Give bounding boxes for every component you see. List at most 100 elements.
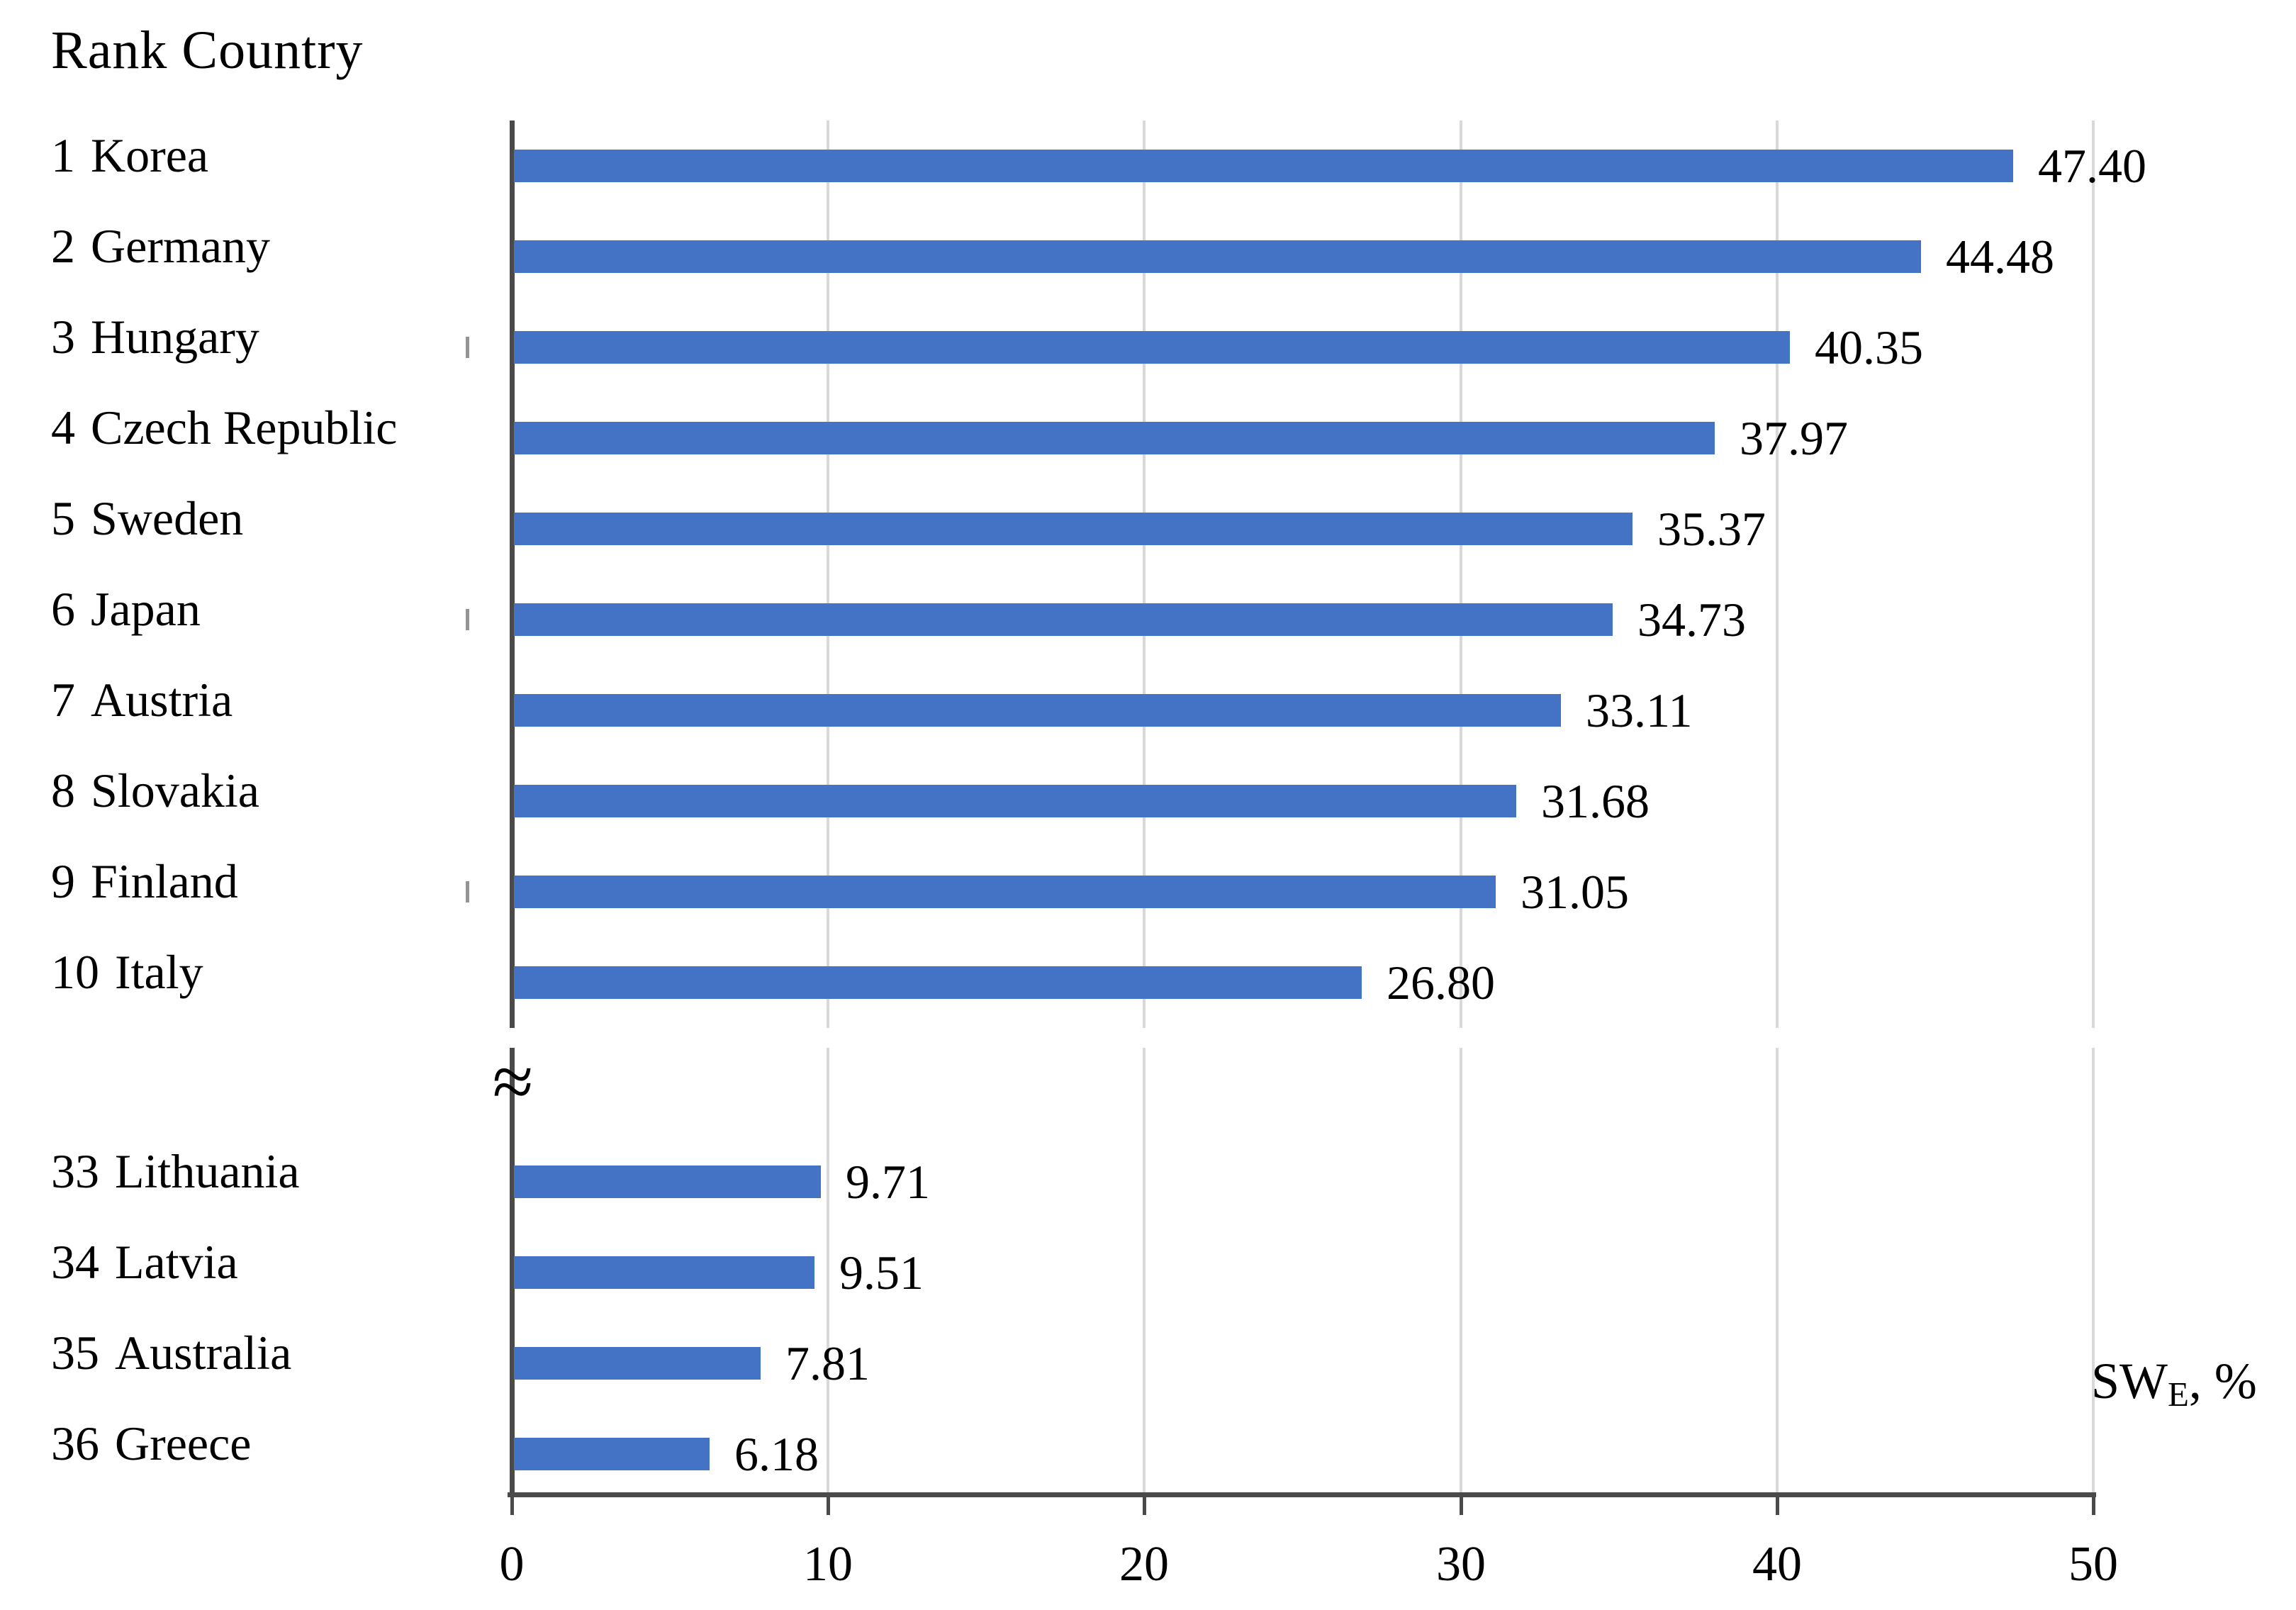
x-axis-label-suffix: , % bbox=[2188, 1353, 2257, 1409]
axis-break-icon: ≈ bbox=[491, 1040, 532, 1123]
value-label: 31.05 bbox=[1521, 865, 1629, 919]
row-rank: 6 bbox=[51, 582, 75, 636]
x-tick-label: 20 bbox=[1119, 1537, 1169, 1592]
row-rank: 5 bbox=[51, 491, 75, 545]
bar bbox=[514, 694, 1561, 727]
row-label: 9 Finland bbox=[51, 857, 238, 905]
row-label: 1 Korea bbox=[51, 131, 208, 179]
x-tick-label: 40 bbox=[1752, 1537, 1802, 1592]
category-tick bbox=[466, 881, 469, 902]
row-country-name: Finland bbox=[91, 854, 238, 908]
x-axis-line bbox=[508, 1492, 2096, 1497]
row-country-name: Germany bbox=[91, 219, 271, 273]
value-label: 31.68 bbox=[1541, 774, 1650, 828]
row-country-name: Japan bbox=[91, 582, 201, 636]
row-rank: 1 bbox=[51, 128, 75, 182]
value-label: 40.35 bbox=[1815, 320, 1923, 374]
row-country-name: Sweden bbox=[91, 491, 244, 545]
x-tick bbox=[1143, 1497, 1146, 1515]
value-label: 7.81 bbox=[785, 1336, 870, 1390]
gridline bbox=[1143, 1048, 1146, 1492]
gridline bbox=[1460, 1048, 1462, 1492]
row-country-name: Latvia bbox=[115, 1235, 238, 1289]
bar bbox=[514, 1256, 814, 1289]
row-rank: 8 bbox=[51, 764, 75, 817]
x-tick bbox=[1776, 1497, 1779, 1515]
row-country-name: Czech Republic bbox=[91, 401, 398, 454]
row-rank: 36 bbox=[51, 1416, 99, 1470]
row-label: 6 Japan bbox=[51, 585, 201, 633]
bar bbox=[514, 603, 1613, 636]
row-label: 34 Latvia bbox=[51, 1238, 238, 1286]
row-label: 7 Austria bbox=[51, 676, 233, 724]
gridline bbox=[1143, 121, 1146, 1028]
gridline bbox=[1460, 121, 1462, 1028]
row-label: 10 Italy bbox=[51, 948, 203, 996]
row-country-name: Hungary bbox=[91, 310, 259, 364]
value-label: 6.18 bbox=[734, 1427, 819, 1481]
value-label: 9.51 bbox=[839, 1246, 924, 1299]
x-tick-label: 10 bbox=[803, 1537, 853, 1592]
x-axis-label-main: SW bbox=[2091, 1353, 2168, 1409]
gridline bbox=[827, 121, 829, 1028]
row-country-name: Lithuania bbox=[115, 1144, 300, 1198]
y-axis-top-panel bbox=[510, 121, 515, 1028]
row-rank: 2 bbox=[51, 219, 75, 273]
row-label: 36 Greece bbox=[51, 1419, 251, 1468]
row-rank: 35 bbox=[51, 1326, 99, 1380]
row-rank: 4 bbox=[51, 401, 75, 454]
x-axis-label-subscript: E bbox=[2168, 1374, 2189, 1414]
value-label: 9.71 bbox=[846, 1155, 930, 1209]
bar bbox=[514, 513, 1633, 545]
gridline bbox=[1776, 1048, 1779, 1492]
x-tick bbox=[510, 1497, 514, 1515]
row-label: 3 Hungary bbox=[51, 313, 259, 361]
x-tick bbox=[2092, 1497, 2095, 1515]
row-rank: 10 bbox=[51, 945, 99, 999]
row-country-name: Australia bbox=[115, 1326, 292, 1380]
row-label: 4 Czech Republic bbox=[51, 403, 397, 452]
row-label: 5 Sweden bbox=[51, 494, 243, 542]
category-tick bbox=[466, 337, 469, 358]
bar bbox=[514, 240, 1921, 273]
x-tick-label: 30 bbox=[1436, 1537, 1486, 1592]
row-rank: 3 bbox=[51, 310, 75, 364]
x-tick bbox=[827, 1497, 830, 1515]
bar bbox=[514, 422, 1715, 454]
row-country-name: Austria bbox=[91, 673, 233, 727]
bar bbox=[514, 150, 2013, 182]
row-country-name: Korea bbox=[91, 128, 209, 182]
x-axis-label: SWE, % bbox=[2091, 1353, 2257, 1414]
value-label: 33.11 bbox=[1586, 683, 1693, 737]
row-rank: 33 bbox=[51, 1144, 99, 1198]
value-label: 35.37 bbox=[1657, 502, 1766, 556]
bar bbox=[514, 1165, 821, 1198]
value-label: 47.40 bbox=[2038, 139, 2146, 193]
value-label: 37.97 bbox=[1740, 411, 1848, 465]
value-label: 34.73 bbox=[1637, 593, 1746, 647]
gridline bbox=[2092, 1048, 2095, 1492]
row-country-name: Italy bbox=[115, 945, 203, 999]
row-label: 2 Germany bbox=[51, 222, 270, 270]
x-tick-label: 50 bbox=[2068, 1537, 2118, 1592]
bar bbox=[514, 331, 1790, 364]
row-rank: 9 bbox=[51, 854, 75, 908]
value-label: 26.80 bbox=[1387, 956, 1495, 1010]
gridline bbox=[2092, 121, 2095, 1028]
x-tick-label: 0 bbox=[499, 1537, 525, 1592]
row-label: 33 Lithuania bbox=[51, 1147, 300, 1195]
gridline bbox=[827, 1048, 829, 1492]
y-axis-bottom-panel bbox=[510, 1048, 515, 1492]
chart-title: Rank Country bbox=[51, 21, 364, 80]
category-tick bbox=[466, 609, 469, 630]
row-rank: 34 bbox=[51, 1235, 99, 1289]
bar bbox=[514, 1438, 710, 1470]
x-tick bbox=[1460, 1497, 1463, 1515]
row-country-name: Slovakia bbox=[91, 764, 259, 817]
row-label: 8 Slovakia bbox=[51, 766, 259, 815]
bar bbox=[514, 876, 1496, 908]
row-country-name: Greece bbox=[115, 1416, 252, 1470]
row-rank: 7 bbox=[51, 673, 75, 727]
bar bbox=[514, 1347, 761, 1380]
